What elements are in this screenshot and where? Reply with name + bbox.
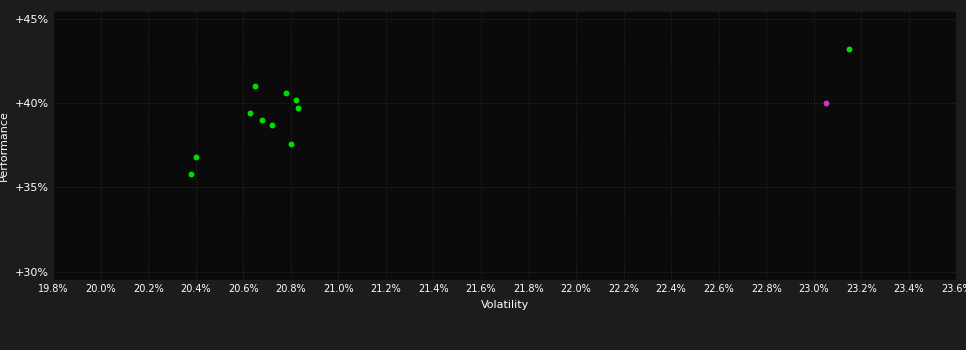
Point bbox=[255, 117, 270, 123]
Point bbox=[288, 97, 303, 103]
Point bbox=[247, 84, 263, 89]
Point bbox=[264, 122, 279, 128]
Y-axis label: Performance: Performance bbox=[0, 110, 10, 181]
Point bbox=[278, 90, 294, 96]
Point bbox=[188, 154, 204, 160]
X-axis label: Volatility: Volatility bbox=[481, 300, 528, 310]
Point bbox=[818, 100, 834, 106]
Point bbox=[290, 105, 305, 111]
Point bbox=[242, 111, 258, 116]
Point bbox=[184, 171, 199, 177]
Point bbox=[841, 47, 857, 52]
Point bbox=[283, 141, 298, 146]
